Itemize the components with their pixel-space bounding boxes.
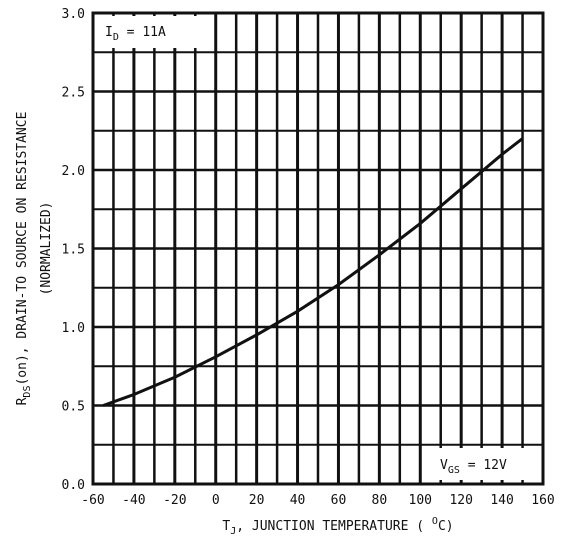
x-tick-label: 100 xyxy=(409,493,432,508)
y-axis-text: (on), DRAIN-TO SOURCE ON RESISTANCE xyxy=(15,112,30,386)
id-subscript: D xyxy=(113,32,119,43)
x-tick-label: 20 xyxy=(249,493,265,508)
y-tick-label: 0.0 xyxy=(62,478,85,493)
vgs-subscript: GS xyxy=(448,465,460,476)
x-axis-degree: O xyxy=(432,516,438,527)
y-axis-label-line1: RDS(on), DRAIN-TO SOURCE ON RESISTANCE xyxy=(15,112,33,406)
x-tick-label: 40 xyxy=(290,493,306,508)
vgs-annotation: VGS = 12V xyxy=(440,458,507,476)
x-tick-label: 80 xyxy=(372,493,388,508)
id-annotation-box xyxy=(96,16,214,48)
resistance-curve xyxy=(102,137,524,407)
y-tick-label: 2.0 xyxy=(62,164,85,179)
x-axis-symbol: T xyxy=(222,519,230,534)
y-tick-label: 3.0 xyxy=(62,7,85,22)
plot-frame xyxy=(91,11,545,486)
x-tick-label: 140 xyxy=(490,493,513,508)
y-axis-symbol: R xyxy=(15,397,30,405)
y-axis-label: RDS(on), DRAIN-TO SOURCE ON RESISTANCE (… xyxy=(15,112,54,406)
vgs-annotation-box xyxy=(431,448,539,480)
vgs-symbol: V xyxy=(440,458,448,473)
x-axis-unit: C) xyxy=(438,519,454,534)
id-annotation: ID = 11A xyxy=(105,25,166,43)
grid-lines xyxy=(93,13,543,484)
id-value: = 11A xyxy=(119,25,166,40)
x-axis-label: TJ, JUNCTION TEMPERATURE ( OC) xyxy=(222,516,453,537)
y-tick-label: 1.5 xyxy=(62,243,85,258)
y-axis-subscript: DS xyxy=(22,386,33,398)
y-tick-label: 1.0 xyxy=(62,321,85,336)
x-tick-label: 120 xyxy=(449,493,472,508)
vgs-value: = 12V xyxy=(460,458,507,473)
y-axis-label-line2: (NORMALIZED) xyxy=(39,202,54,296)
x-axis-text: , JUNCTION TEMPERATURE ( xyxy=(236,519,432,534)
x-tick-label: 0 xyxy=(212,493,220,508)
x-tick-label: -40 xyxy=(122,493,145,508)
x-tick-label: -60 xyxy=(81,493,104,508)
x-tick-label: 60 xyxy=(331,493,347,508)
x-axis-subscript: J xyxy=(230,526,236,537)
x-tick-label: -20 xyxy=(163,493,186,508)
tick-labels: -60 -40 -20 0 20 40 60 80 100 120 140 160 0.0 0.5 1.0 1… xyxy=(62,7,555,508)
x-tick-label: 160 xyxy=(531,493,554,508)
y-tick-label: 2.5 xyxy=(62,86,85,101)
y-tick-label: 0.5 xyxy=(62,400,85,415)
id-symbol: I xyxy=(105,25,113,40)
